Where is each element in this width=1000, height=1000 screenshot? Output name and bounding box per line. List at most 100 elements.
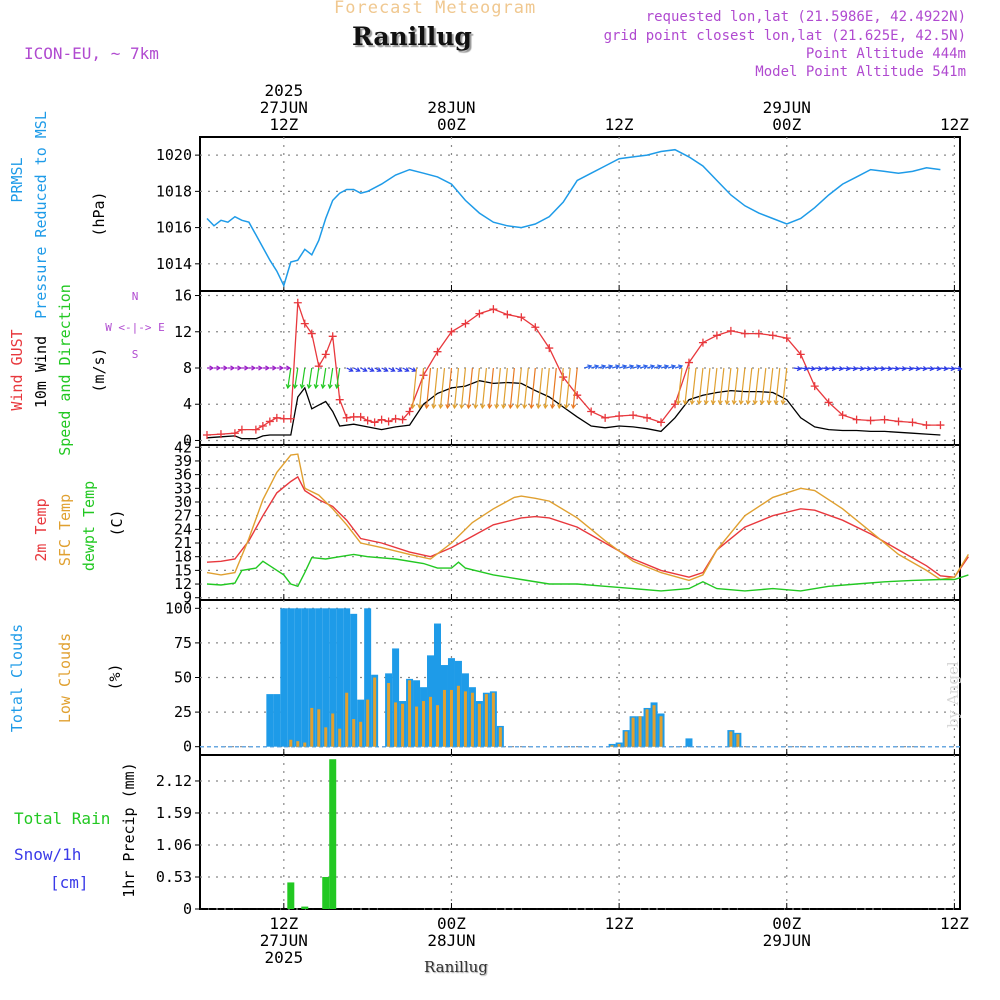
wind-direction-arrow	[329, 367, 334, 389]
pressure-label-prmsl: PRMSL	[8, 157, 26, 202]
ytick-label: 100	[165, 599, 192, 617]
gust-marker	[712, 331, 721, 340]
temp-2m-label: 2m Temp	[32, 498, 50, 561]
ytick-label: 18	[174, 548, 192, 566]
wind-arrow-head	[601, 364, 607, 370]
wind-direction-arrow	[453, 367, 460, 409]
gust-marker	[643, 413, 652, 422]
gust-marker	[286, 414, 295, 423]
wind-arrow-head	[327, 384, 333, 390]
ytick-label: 1018	[156, 182, 192, 200]
wind-direction-arrow	[849, 367, 857, 370]
total-clouds-label: Total Clouds	[8, 624, 26, 732]
wind-speed-line	[206, 380, 941, 440]
wind-direction-arrow	[667, 365, 676, 369]
wind-arrow-head	[543, 404, 549, 410]
wind-direction-arrow	[828, 367, 836, 370]
top-time-label: 00Z	[437, 115, 466, 134]
chart-subtitle: Forecast Meteogram	[334, 0, 537, 18]
wind-arrow-head	[773, 400, 779, 406]
wind-arrow-head	[929, 366, 935, 372]
low-cloud-bar	[631, 717, 635, 747]
precip-unit: 1hr Precip (mm)	[120, 762, 138, 897]
ytick-label: 8	[183, 359, 192, 377]
low-cloud-bar	[491, 692, 495, 747]
gust-marker	[293, 298, 302, 307]
ytick-label: 12	[174, 575, 192, 593]
gust-marker	[272, 413, 281, 422]
wind-arrow-head	[880, 366, 886, 372]
ytick-label: 15	[174, 561, 192, 579]
wind-direction-arrow	[411, 367, 418, 409]
wind-direction-arrow	[572, 367, 578, 409]
wind-arrow-head	[796, 366, 802, 372]
wind-direction-arrow	[705, 367, 711, 405]
bottom-time-label: 28JUN	[427, 931, 475, 950]
wind-direction-arrow	[639, 365, 648, 369]
gust-marker	[335, 395, 344, 404]
gust-marker	[698, 338, 707, 347]
wind-arrow-head	[265, 365, 271, 371]
wind-direction-arrow	[856, 367, 864, 370]
wind-arrow-head	[209, 365, 215, 371]
top-time-label: 28JUN	[427, 98, 475, 117]
gust-marker	[503, 310, 512, 319]
wind-direction-arrow	[898, 367, 906, 370]
wind-direction-arrow	[660, 365, 669, 369]
point-altitude: Point Altitude 444m	[805, 46, 966, 62]
compass-north: N	[132, 290, 139, 303]
low-cloud-bar	[470, 692, 474, 747]
wind-direction-arrow	[432, 367, 439, 409]
footer-location: Ranillug	[424, 958, 488, 976]
wind-arrow-head	[390, 367, 396, 372]
gust-marker	[377, 415, 386, 424]
ytick-label: 1.06	[156, 836, 192, 854]
ytick-label: 36	[174, 466, 192, 484]
pressure-unit: (hPa)	[90, 191, 108, 236]
wind-direction-arrow	[754, 367, 760, 405]
low-cloud-bar	[352, 719, 356, 747]
gust-marker	[307, 329, 316, 338]
wind-direction-arrow	[674, 365, 683, 369]
total-cloud-bar	[301, 608, 309, 747]
credit-watermark: by Angel	[944, 661, 962, 728]
wind-arrow-head	[696, 400, 702, 406]
wind-arrow-head	[237, 365, 243, 371]
compass-west-east: W <-|-> E	[105, 321, 165, 334]
wind-arrow-head	[664, 364, 670, 370]
ytick-label: 27	[174, 507, 192, 525]
wind-arrow-head	[522, 404, 528, 410]
wind-arrow-head	[466, 404, 472, 410]
wind-arrow-head	[803, 366, 809, 372]
wind-arrow-head	[608, 364, 614, 370]
wind-arrow-head	[943, 366, 949, 372]
low-cloud-bar	[387, 683, 391, 747]
wind-arrow-head	[480, 404, 486, 410]
gust-marker	[601, 413, 610, 422]
wind-direction-arrow	[322, 367, 327, 389]
wind-direction-arrow	[418, 367, 425, 409]
wind-arrow-head	[320, 384, 326, 390]
wind-direction-arrow	[495, 367, 501, 409]
gust-marker	[237, 425, 246, 434]
wind-arrow-head	[908, 366, 914, 372]
ytick-label: 0.53	[156, 868, 192, 886]
top-time-label: 12Z	[269, 115, 298, 134]
ytick-label: 1020	[156, 146, 192, 164]
wind-direction-arrow	[301, 367, 306, 389]
wind-arrow-head	[838, 366, 844, 372]
wind-direction-arrow	[467, 367, 474, 409]
gust-marker	[370, 418, 379, 427]
ytick-label: 42	[174, 438, 192, 456]
gust-marker	[796, 350, 805, 359]
wind-direction-arrow	[926, 367, 934, 370]
bottom-time-label: 00Z	[437, 914, 466, 933]
wind-direction-arrow	[558, 367, 564, 409]
ytick-label: 0	[183, 738, 192, 756]
low-cloud-bar	[729, 731, 733, 747]
low-cloud-bar	[477, 703, 481, 747]
ytick-label: 75	[174, 634, 192, 652]
ytick-label: 33	[174, 479, 192, 497]
wind-arrow-head	[286, 365, 291, 371]
low-cloud-bar	[373, 677, 377, 747]
